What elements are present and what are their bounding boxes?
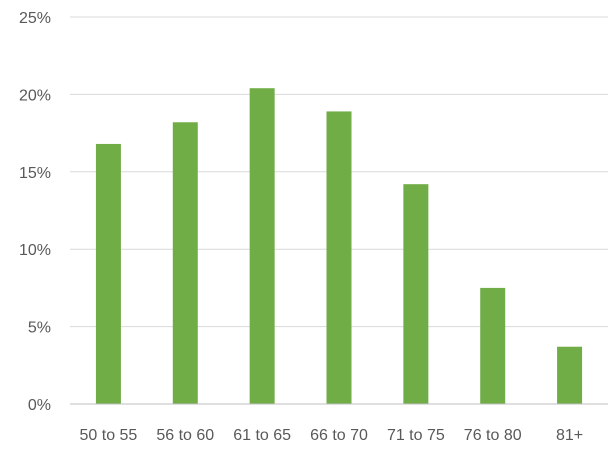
y-tick-label: 20% [19, 87, 51, 104]
x-tick-label: 50 to 55 [80, 427, 138, 444]
bar [95, 143, 121, 404]
y-axis-tick-labels: 0% 5% 10% 15% 20% 25% [19, 10, 51, 414]
bar [326, 111, 352, 404]
y-tick-label: 5% [28, 320, 51, 337]
bars [95, 88, 583, 404]
x-tick-label: 61 to 65 [233, 427, 291, 444]
x-tick-label: 71 to 75 [387, 427, 445, 444]
x-axis-tick-labels: 50 to 55 56 to 60 61 to 65 66 to 70 71 to 75… [80, 427, 584, 444]
x-tick-label: 56 to 60 [156, 427, 214, 444]
y-tick-label: 0% [28, 397, 51, 414]
bar [403, 184, 429, 404]
y-tick-label: 10% [19, 242, 51, 259]
x-tick-label: 66 to 70 [310, 427, 368, 444]
bar [249, 88, 275, 404]
y-tick-label: 25% [19, 10, 51, 27]
bar [172, 122, 198, 404]
bar [557, 346, 583, 404]
x-tick-label: 76 to 80 [464, 427, 522, 444]
y-tick-label: 15% [19, 165, 51, 182]
x-tick-label: 81+ [556, 427, 583, 444]
bar [480, 287, 506, 404]
